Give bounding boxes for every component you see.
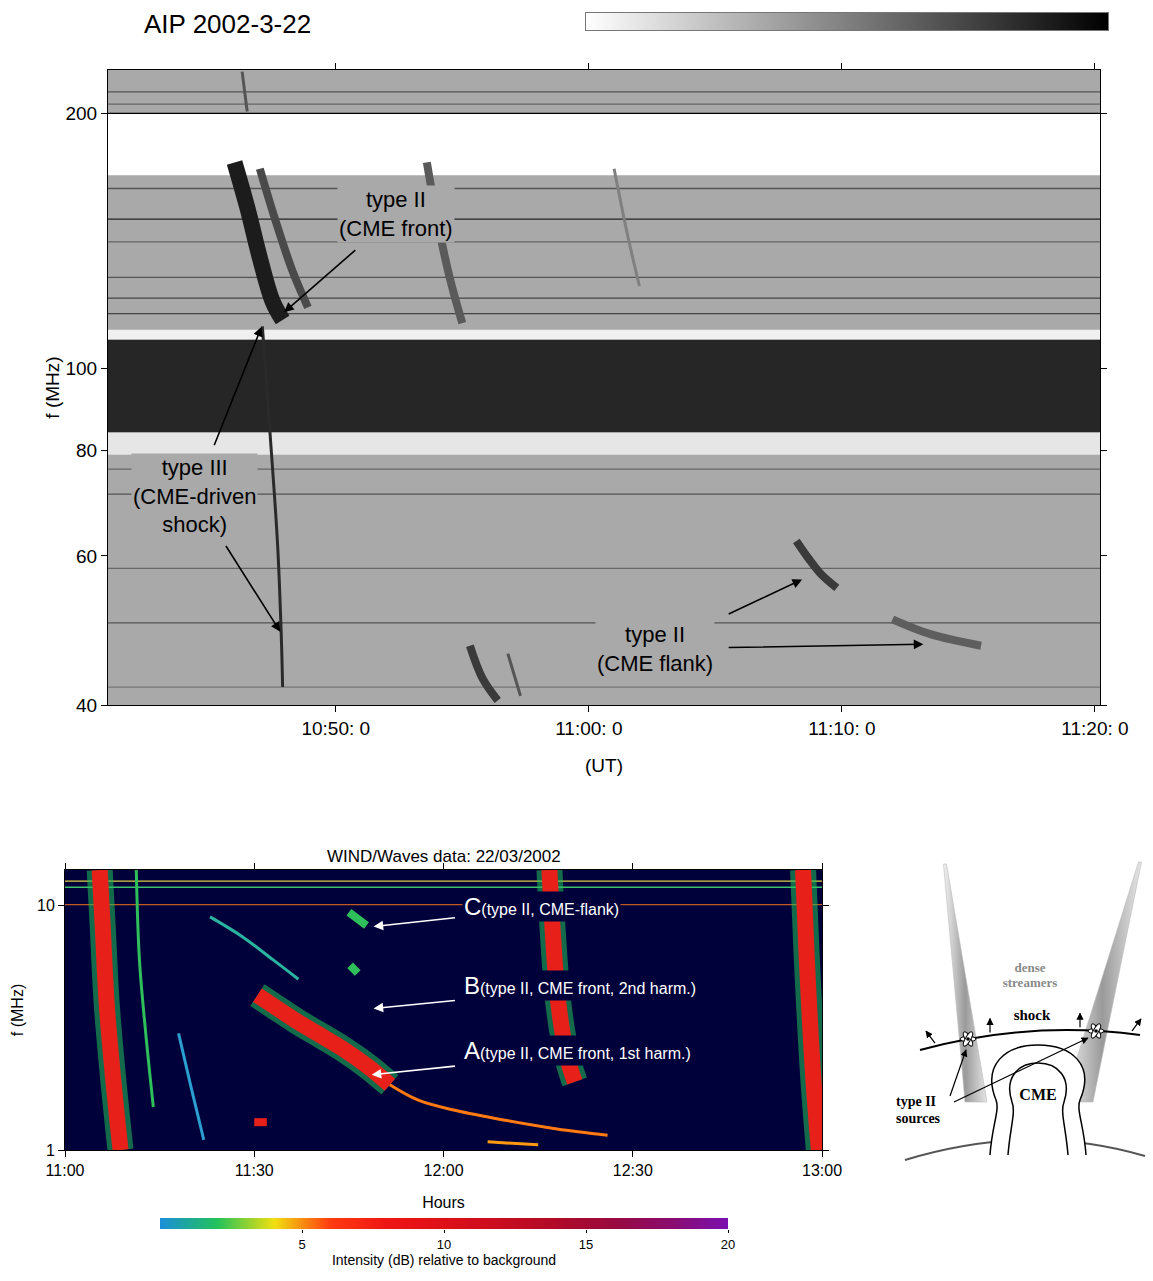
svg-text:type II(CME front): type II(CME front) [339, 187, 453, 241]
svg-text:dense: dense [1014, 960, 1045, 975]
svg-text:11:00: 11:00 [46, 1162, 85, 1179]
svg-text:f (MHz): f (MHz) [42, 356, 63, 418]
svg-text:10: 10 [437, 1237, 451, 1252]
svg-text:type III(CME-drivenshock): type III(CME-drivenshock) [133, 455, 256, 537]
svg-text:streamers: streamers [1003, 975, 1058, 990]
svg-text:f (MHz): f (MHz) [9, 984, 26, 1036]
svg-text:40: 40 [76, 695, 97, 716]
svg-text:100: 100 [65, 358, 97, 379]
svg-text:sources: sources [896, 1111, 941, 1126]
svg-text:10:50: 0: 10:50: 0 [301, 718, 370, 739]
svg-text:A(type II, CME front, 1st harm: A(type II, CME front, 1st harm.) [464, 1037, 691, 1064]
svg-text:10: 10 [37, 897, 55, 914]
svg-text:13:00: 13:00 [802, 1162, 842, 1179]
svg-text:type II: type II [896, 1094, 936, 1109]
svg-text:AIP 2002-3-22: AIP 2002-3-22 [144, 9, 311, 39]
svg-text:11:20: 0: 11:20: 0 [1061, 718, 1128, 739]
svg-text:C(type II, CME-flank): C(type II, CME-flank) [464, 893, 619, 920]
svg-text:20: 20 [721, 1237, 735, 1252]
svg-text:1: 1 [46, 1142, 55, 1159]
svg-text:(UT): (UT) [585, 755, 623, 776]
svg-text:Intensity (dB) relative to bac: Intensity (dB) relative to background [332, 1252, 556, 1268]
svg-text:B(type II, CME front, 2nd harm: B(type II, CME front, 2nd harm.) [464, 972, 696, 999]
svg-text:5: 5 [298, 1237, 305, 1252]
svg-text:11:30: 11:30 [235, 1162, 274, 1179]
svg-text:12:30: 12:30 [613, 1162, 653, 1179]
svg-text:60: 60 [76, 546, 97, 567]
svg-text:Hours: Hours [422, 1194, 465, 1211]
svg-text:shock: shock [1014, 1007, 1051, 1023]
svg-text:12:00: 12:00 [423, 1162, 463, 1179]
svg-text:CME: CME [1019, 1086, 1056, 1103]
svg-text:200: 200 [65, 103, 97, 124]
svg-text:type II(CME flank): type II(CME flank) [597, 622, 713, 676]
svg-text:80: 80 [76, 440, 97, 461]
svg-text:WIND/Waves data: 22/03/2002: WIND/Waves data: 22/03/2002 [327, 847, 561, 866]
svg-text:11:10: 0: 11:10: 0 [808, 718, 875, 739]
svg-text:15: 15 [579, 1237, 593, 1252]
svg-text:11:00: 0: 11:00: 0 [555, 718, 622, 739]
